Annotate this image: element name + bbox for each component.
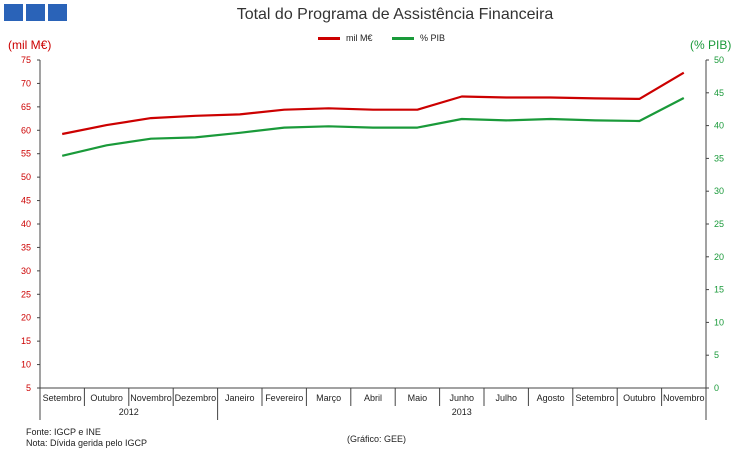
x-tick-label: Julho: [495, 393, 517, 403]
left-axis-unit: (mil M€): [8, 38, 52, 52]
x-tick-label: Novembro: [663, 393, 705, 403]
left-tick-label: 65: [21, 102, 31, 112]
legend-swatch-green: [392, 36, 414, 40]
right-tick-label: 0: [714, 383, 719, 393]
x-tick-label: Novembro: [130, 393, 172, 403]
x-tick-label: Outubro: [623, 393, 656, 403]
year-label: 2012: [119, 407, 139, 417]
left-tick-label: 70: [21, 78, 31, 88]
left-tick-label: 45: [21, 196, 31, 206]
x-tick-label: Outubro: [90, 393, 123, 403]
legend-label: mil M€: [346, 33, 373, 43]
right-tick-label: 45: [714, 88, 724, 98]
right-axis-unit: (% PIB): [690, 38, 732, 52]
left-tick-label: 35: [21, 242, 31, 252]
x-tick-label: Setembro: [43, 393, 82, 403]
right-tick-label: 35: [714, 153, 724, 163]
x-tick-label: Junho: [450, 393, 475, 403]
left-tick-label: 50: [21, 172, 31, 182]
left-tick-label: 15: [21, 336, 31, 346]
x-tick-label: Abril: [364, 393, 382, 403]
left-tick-label: 40: [21, 219, 31, 229]
footer-credit: (Gráfico: GEE): [347, 434, 407, 444]
right-tick-label: 25: [714, 219, 724, 229]
chart-title: Total do Programa de Assistência Finance…: [236, 6, 554, 23]
left-tick-label: 75: [21, 55, 31, 65]
x-tick-label: Dezembro: [175, 393, 217, 403]
x-tick-label: Agosto: [537, 393, 565, 403]
right-tick-label: 20: [714, 252, 724, 262]
year-label: 2013: [452, 407, 472, 417]
right-tick-label: 30: [714, 186, 724, 196]
footer-note: Nota: Dívida gerida pelo IGCP: [26, 438, 148, 448]
legend-item-pib: % PIB: [392, 33, 445, 43]
x-tick-label: Setembro: [575, 393, 614, 403]
left-tick-label: 20: [21, 313, 31, 323]
left-tick-label: 30: [21, 266, 31, 276]
legend-label: % PIB: [420, 33, 446, 43]
series-line-mil-meur: [61, 71, 685, 136]
right-tick-label: 10: [714, 317, 724, 327]
left-tick-label: 55: [21, 149, 31, 159]
x-tick-label: Janeiro: [225, 393, 255, 403]
left-tick-label: 60: [21, 125, 31, 135]
series-line-pib: [61, 97, 685, 157]
x-tick-label: Março: [316, 393, 341, 403]
logo-block-3: [48, 4, 67, 21]
left-tick-label: 5: [26, 383, 31, 393]
legend-swatch-red: [318, 36, 340, 40]
logo-block-1: [4, 4, 23, 21]
left-tick-label: 25: [21, 289, 31, 299]
logo-block-2: [26, 4, 45, 21]
right-tick-label: 40: [714, 121, 724, 131]
legend-item-mil-meur: mil M€: [318, 33, 373, 43]
left-tick-label: 10: [21, 360, 31, 370]
x-tick-label: Maio: [408, 393, 428, 403]
right-tick-label: 50: [714, 55, 724, 65]
footer-source: Fonte: IGCP e INE: [26, 427, 101, 437]
right-tick-label: 15: [714, 285, 724, 295]
x-tick-label: Fevereiro: [265, 393, 303, 403]
right-tick-label: 5: [714, 350, 719, 360]
